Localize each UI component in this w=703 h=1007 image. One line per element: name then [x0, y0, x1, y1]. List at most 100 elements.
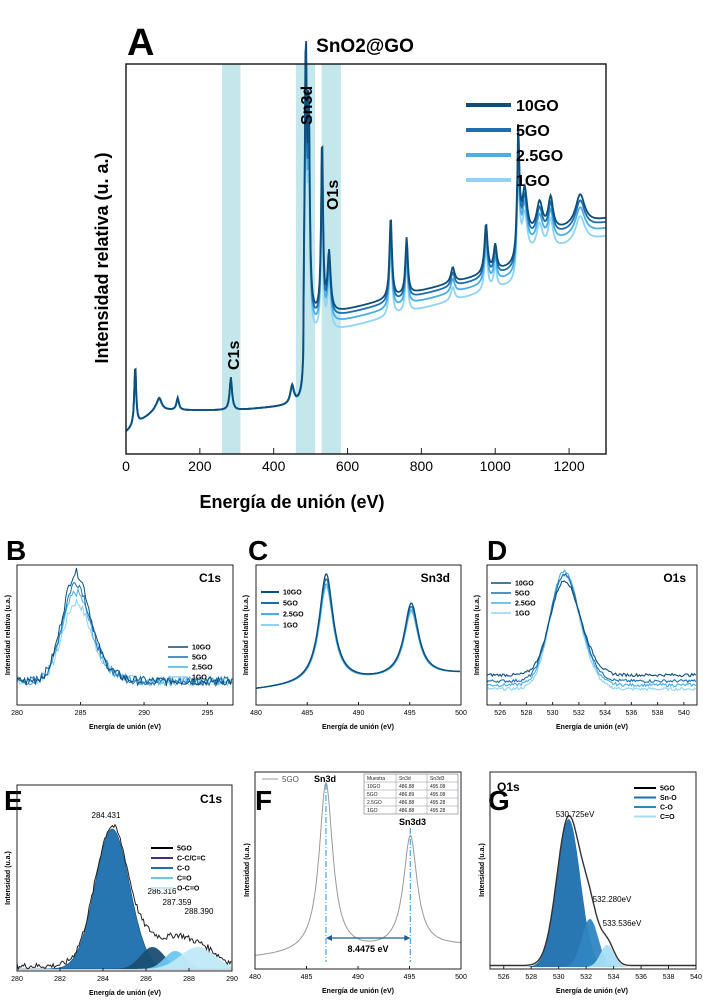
component-area-2: [490, 919, 696, 967]
x-tick-label: 0: [122, 458, 130, 474]
panel-e-ylabel: Intensidad (u.a.): [5, 851, 12, 905]
x-tick-label: 495: [404, 974, 416, 981]
legend-label-2-5go: 2.5GO: [516, 148, 563, 165]
panel-a-curves: [125, 41, 607, 432]
series-line: [255, 573, 460, 689]
series-line: [16, 598, 233, 688]
panel-f-legend-label: 5GO: [282, 775, 299, 784]
legend-label: 5GO: [660, 785, 675, 792]
x-tick-label: 534: [608, 974, 620, 981]
table-header-cell: Sn3d: [399, 776, 411, 782]
legend-label-1go: 1GO: [516, 173, 550, 190]
panel-f-table: Muestra Sn3d Sn3d3 10GO 486.88 495.08 5GO 486.8…: [363, 773, 459, 815]
panel-g-x-axis: 526 528 530 532 534 536 538 540: [498, 966, 702, 981]
table-cell: 486.88: [399, 800, 415, 806]
panel-f-x-axis: 480 485 490 495 500: [249, 966, 467, 981]
table-frame: [363, 773, 459, 815]
panel-e-components: [16, 823, 232, 971]
panel-c-xlabel: Energía de unión (eV): [322, 724, 394, 731]
panel-e-peak-4: 288.390: [185, 907, 214, 916]
x-tick-label: 534: [599, 710, 611, 717]
panel-g-ylabel: Intensidad (u.a.): [479, 843, 486, 897]
annot-sn3d: Sn3d: [299, 86, 316, 125]
x-tick-label: 282: [54, 976, 66, 983]
panel-d-frame: [486, 564, 698, 706]
x-tick-label: 528: [525, 974, 537, 981]
series-line: [486, 573, 696, 692]
legend-label: 10GO: [515, 580, 534, 587]
panel-g-legend: 5GO Sn-O C-O C=O: [634, 785, 677, 821]
table-cell: 495.28: [430, 800, 446, 806]
series-line-5go: [254, 781, 462, 956]
table-cell: 486.88: [399, 784, 415, 790]
panel-e-frame: [16, 784, 233, 972]
x-tick-label: 290: [138, 710, 150, 717]
panel-c-legend: 10GO 5GO 2.5GO 1GO: [261, 589, 304, 629]
x-tick-label: 290: [226, 976, 238, 983]
panel-f-peak2-label: Sn3d3: [399, 817, 426, 827]
legend-label: C-O: [177, 865, 190, 872]
panel-c-title: Sn3d: [421, 571, 450, 585]
x-tick-label: 490: [352, 974, 364, 981]
panel-f-curves: [254, 781, 462, 962]
panel-d-xlabel: Energía de unión (eV): [556, 724, 628, 731]
panel-c-frame: [255, 564, 462, 706]
panel-c-letter: C: [248, 535, 268, 566]
panel-a-letter: A: [127, 22, 154, 64]
table-cell: 486.88: [399, 808, 415, 814]
legend-label: 2.5GO: [192, 664, 213, 671]
x-tick-label: 532: [573, 710, 585, 717]
panel-b-x-axis: 280 285 290 295: [11, 702, 214, 717]
legend-label-10go: 10GO: [516, 98, 559, 115]
x-tick-label: 490: [353, 710, 365, 717]
x-tick-label: 538: [652, 710, 664, 717]
panel-c-x-axis: 480 485 490 495 500: [250, 702, 467, 717]
panel-g: G O1s 526 528 530 532 534 536 538 540 Energía d…: [479, 771, 702, 995]
legend-label: 10GO: [192, 644, 211, 651]
legend-label: 5GO: [192, 654, 207, 661]
panel-e-peak-2: 286.316: [148, 887, 177, 896]
panel-d-title: O1s: [663, 571, 686, 585]
panel-a-legend: 10GO 5GO 2.5GO 1GO: [466, 98, 563, 190]
x-tick-label: 280: [11, 976, 23, 983]
panel-a: A SnO2@GO 0 200 400 600 800 1000 1200 Energía …: [92, 22, 607, 512]
x-tick-label: 200: [188, 458, 212, 474]
legend-label: 5GO: [283, 600, 298, 607]
x-tick-label: 485: [301, 974, 313, 981]
x-tick-label: 536: [626, 710, 638, 717]
panel-e-xlabel: Energía de unión (eV): [89, 990, 161, 997]
panel-c: C Sn3d 480 485 490 495 500 Energía de unión …: [243, 535, 467, 731]
series-line: [16, 567, 233, 688]
panel-b-xlabel: Energía de unión (eV): [89, 724, 161, 731]
x-tick-label: 500: [455, 974, 467, 981]
panel-e-letter: E: [4, 785, 23, 816]
x-tick-label: 480: [249, 974, 261, 981]
x-tick-label: 540: [678, 710, 690, 717]
table-cell: 486.89: [399, 792, 415, 798]
highlight-band: [222, 64, 241, 454]
panel-d: D O1s 526 528 530 532 534 536 538 540 Energía d…: [474, 535, 698, 731]
panel-g-peak-2: 532.280eV: [593, 895, 632, 904]
series-line: [486, 572, 697, 684]
panel-c-curves: [255, 573, 461, 689]
panel-g-letter: G: [488, 785, 510, 816]
legend-label: 10GO: [283, 589, 302, 596]
panel-b: B C1s 280 285 290 295 Energía de unión (eV)…: [5, 535, 234, 731]
x-tick-label: 536: [635, 974, 647, 981]
panel-c-ylabel: Intensidad relativa (u.a.): [243, 595, 250, 675]
series-line-1go: [125, 93, 607, 432]
panel-g-title: O1s: [497, 780, 520, 794]
panel-e-title: C1s: [200, 792, 222, 806]
panel-a-bands: [222, 64, 341, 454]
x-tick-label: 526: [498, 974, 510, 981]
series-line: [486, 569, 697, 688]
x-tick-label: 288: [183, 976, 195, 983]
x-tick-label: 495: [404, 710, 416, 717]
x-tick-label: 538: [663, 974, 675, 981]
table-cell: 495.08: [430, 784, 446, 790]
x-tick-label: 532: [580, 974, 592, 981]
legend-label-5go: 5GO: [516, 123, 550, 140]
panel-f-delta-label: 8.4475 eV: [347, 944, 388, 954]
legend-label: 1GO: [192, 674, 207, 681]
